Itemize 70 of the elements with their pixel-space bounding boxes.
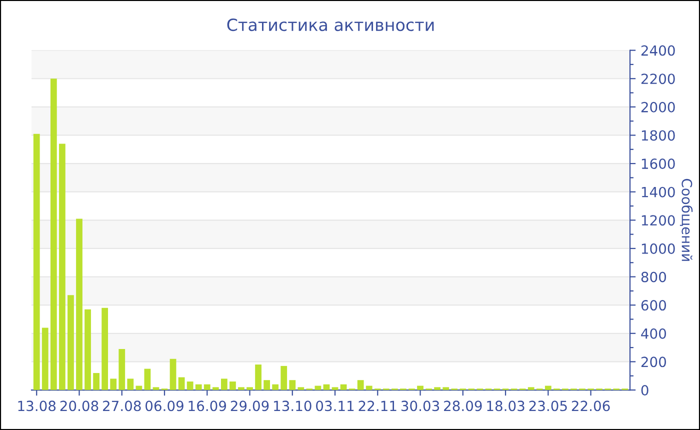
bar xyxy=(366,386,372,390)
y-tick-label: 2200 xyxy=(641,74,675,84)
x-tick-label: 28.09 xyxy=(444,400,482,412)
bar xyxy=(442,387,450,390)
bar xyxy=(84,309,91,390)
x-tick-label: 03.11 xyxy=(316,400,354,412)
bar xyxy=(230,382,236,390)
y-tick-label: 1600 xyxy=(642,158,675,170)
chart-title: Статистика активности xyxy=(227,18,434,32)
bar xyxy=(340,384,347,390)
y-tick-label: 0 xyxy=(641,384,648,396)
bar xyxy=(33,134,40,390)
bar xyxy=(289,380,296,390)
y-tick-label: 800 xyxy=(641,272,666,282)
bar xyxy=(170,358,176,390)
x-tick-label: 13.10 xyxy=(274,400,312,412)
bar xyxy=(238,387,244,390)
bar xyxy=(50,78,57,390)
bar xyxy=(110,378,117,390)
y-tick-label: 2000 xyxy=(641,102,675,112)
bar xyxy=(118,348,126,390)
x-tick-label: 23.05 xyxy=(529,400,567,412)
bar xyxy=(323,384,330,390)
bar xyxy=(152,387,160,390)
y-tick-label: 1400 xyxy=(642,186,675,198)
y-tick-label: 200 xyxy=(641,356,666,368)
bar xyxy=(195,384,202,390)
bar xyxy=(68,295,74,390)
x-tick-label: 27.08 xyxy=(103,400,141,412)
bar xyxy=(264,380,270,390)
y-tick-label: 2400 xyxy=(641,45,675,56)
bar xyxy=(76,218,82,390)
bar xyxy=(127,378,134,390)
x-tick-label: 22.06 xyxy=(572,400,610,412)
bar xyxy=(144,368,151,390)
bar xyxy=(136,386,142,390)
x-tick-label: 13.08 xyxy=(18,400,56,412)
bar xyxy=(544,386,552,390)
x-tick-label: 30.03 xyxy=(401,400,440,412)
y-tick-label: 1800 xyxy=(642,130,675,141)
bar xyxy=(204,384,210,390)
x-tick-label: 06.09 xyxy=(146,400,184,412)
bar xyxy=(332,387,338,390)
bar xyxy=(220,378,228,390)
y-tick-label: 1000 xyxy=(642,243,675,254)
bar xyxy=(417,386,424,390)
bar xyxy=(280,366,288,390)
bar xyxy=(298,387,304,390)
bar xyxy=(42,328,48,390)
x-tick-label: 20.08 xyxy=(60,400,98,412)
bar xyxy=(212,387,219,390)
bar xyxy=(93,373,100,390)
bar xyxy=(102,308,108,390)
x-tick-label: 18.03 xyxy=(487,400,524,412)
bar xyxy=(178,377,185,390)
bar xyxy=(255,364,262,390)
x-tick-label: 16.09 xyxy=(188,400,226,412)
bar xyxy=(186,382,194,390)
bar xyxy=(528,387,534,390)
bar xyxy=(246,387,253,390)
x-tick-label: 22.11 xyxy=(358,400,396,411)
x-tick-label: 29.09 xyxy=(230,400,269,412)
bar xyxy=(434,387,441,390)
y-tick-label: 1200 xyxy=(642,215,675,226)
y-axis-title: Сообщений xyxy=(680,178,693,261)
y-tick-label: 600 xyxy=(641,300,666,311)
bar xyxy=(58,144,66,390)
bar xyxy=(272,384,279,390)
y-tick-label: 400 xyxy=(641,328,666,339)
bar xyxy=(357,380,364,390)
